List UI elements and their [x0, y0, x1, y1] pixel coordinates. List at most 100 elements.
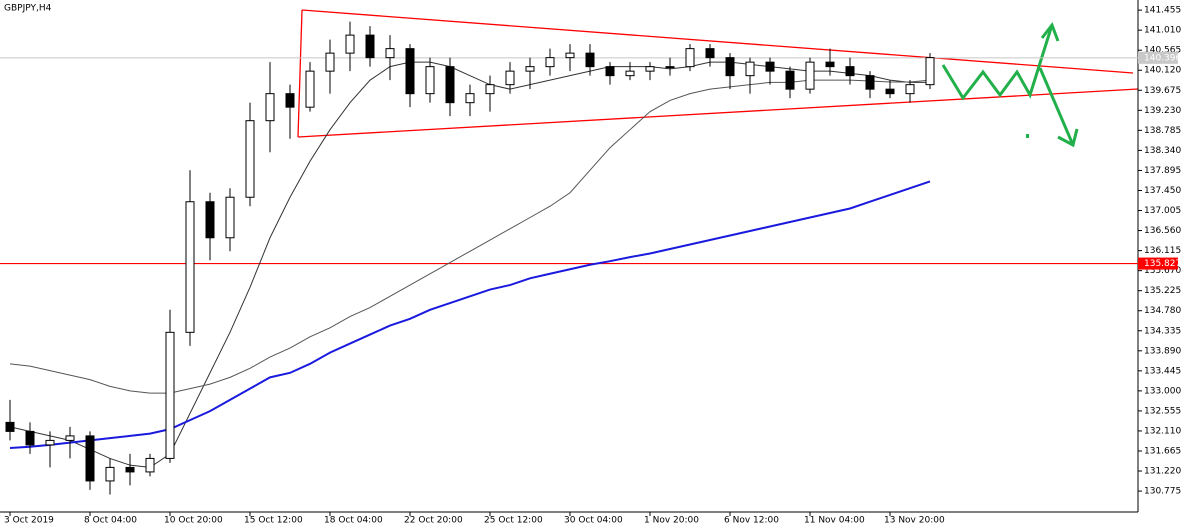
candle-body	[105, 466, 115, 482]
y-tick-label: 140.120	[1144, 66, 1181, 76]
candle-body	[485, 84, 495, 95]
candle-body	[925, 57, 935, 86]
y-tick-label: 135.225	[1144, 286, 1181, 296]
candle-body	[385, 48, 395, 59]
candle-body	[425, 66, 435, 95]
candle-body	[845, 66, 855, 77]
candle-body	[245, 120, 255, 198]
y-tick-label: 131.665	[1144, 446, 1181, 456]
candle-body	[585, 52, 595, 68]
y-tick-label: 135.670	[1144, 266, 1181, 276]
candle-body	[705, 48, 715, 59]
candle-body	[625, 70, 635, 77]
candle-body	[545, 57, 555, 68]
candle-body	[85, 435, 95, 482]
y-tick-label: 136.560	[1144, 226, 1181, 236]
y-tick-label: 141.010	[1144, 26, 1181, 36]
candle-body	[65, 435, 75, 441]
bid-label: 140.396	[1144, 53, 1181, 63]
y-tick-label: 137.005	[1144, 206, 1181, 216]
candle-body	[185, 201, 195, 333]
y-tick-label: 136.115	[1144, 246, 1181, 256]
moving-average	[9, 180, 931, 450]
candle-body	[325, 52, 335, 72]
y-tick-label: 133.890	[1144, 346, 1181, 356]
trendline	[297, 9, 303, 138]
x-tick-label: 15 Oct 12:00	[244, 516, 303, 526]
forecast-path	[941, 24, 1054, 101]
candle-body	[285, 93, 295, 108]
candle-body	[785, 70, 795, 90]
candle-body	[365, 34, 375, 59]
y-tick-label: 139.675	[1144, 86, 1181, 96]
y-tick-label: 134.335	[1144, 326, 1181, 336]
candle-body	[645, 66, 655, 72]
candle-body	[905, 84, 915, 95]
y-tick-label: 134.780	[1144, 306, 1181, 316]
x-tick-label: 22 Oct 20:00	[404, 516, 463, 526]
y-tick-label: 133.445	[1144, 366, 1181, 376]
candle-body	[665, 66, 675, 69]
candle-body	[745, 61, 755, 77]
candle-body	[465, 93, 475, 104]
candle-body	[685, 48, 695, 68]
y-tick-label: 141.455	[1144, 6, 1181, 16]
candle-body	[825, 61, 835, 68]
y-tick-label: 132.110	[1144, 426, 1181, 436]
y-tick-label: 133.000	[1144, 386, 1181, 396]
x-tick-label: 25 Oct 12:00	[484, 516, 543, 526]
candle-body	[145, 457, 155, 473]
candle-body	[25, 430, 35, 446]
candle-body	[805, 61, 815, 90]
candle-body	[885, 88, 895, 95]
x-tick-label: 8 Oct 04:00	[84, 516, 137, 526]
candle-body	[265, 93, 275, 122]
candle-body	[305, 70, 315, 108]
y-tick-label: 138.785	[1144, 126, 1181, 136]
y-tick-label: 139.230	[1144, 106, 1181, 116]
moving-average	[9, 79, 931, 394]
level-label-box	[1138, 257, 1178, 270]
y-tick-label: 131.220	[1144, 467, 1181, 477]
candle-body	[45, 439, 55, 446]
candle-body	[205, 201, 215, 239]
bid-label-box	[1138, 51, 1178, 64]
chart-title: GBPJPY,H4	[4, 4, 52, 14]
drawings	[297, 9, 1139, 148]
candle-body	[345, 34, 355, 54]
trendline	[297, 88, 1139, 138]
candle-body	[865, 75, 875, 90]
y-tick-label: 137.450	[1144, 186, 1181, 196]
y-tick-label: 140.565	[1144, 46, 1181, 56]
arrow-head	[1057, 128, 1079, 148]
level-label: 135.827	[1144, 259, 1181, 269]
candle-body	[565, 52, 575, 59]
candle-body	[125, 466, 135, 473]
x-tick-label: 18 Oct 04:00	[324, 516, 383, 526]
moving-average	[9, 61, 930, 468]
y-tick-label: 130.775	[1144, 487, 1181, 497]
x-tick-label: 13 Nov 20:00	[884, 516, 945, 526]
forecast-path	[1038, 67, 1075, 146]
x-tick-label: 10 Oct 20:00	[164, 516, 223, 526]
candle-body	[525, 66, 535, 72]
marker	[1026, 134, 1029, 138]
trendline	[301, 9, 1134, 74]
y-tick-label: 138.340	[1144, 146, 1181, 156]
x-tick-label: 3 Oct 2019	[4, 516, 54, 526]
y-tick-label: 132.555	[1144, 406, 1181, 416]
x-tick-label: 30 Oct 04:00	[564, 516, 623, 526]
candle-body	[445, 66, 455, 104]
candle-body	[765, 61, 775, 72]
candle-body	[605, 66, 615, 77]
y-tick-label: 137.895	[1144, 166, 1181, 176]
x-tick-label: 1 Nov 20:00	[644, 516, 699, 526]
candle-body	[405, 48, 415, 95]
candle-body	[725, 57, 735, 77]
candle-body	[165, 331, 175, 459]
x-tick-label: 6 Nov 12:00	[724, 516, 779, 526]
candle-body	[505, 70, 515, 86]
arrow-head	[1040, 21, 1060, 42]
candle-body	[225, 196, 235, 239]
